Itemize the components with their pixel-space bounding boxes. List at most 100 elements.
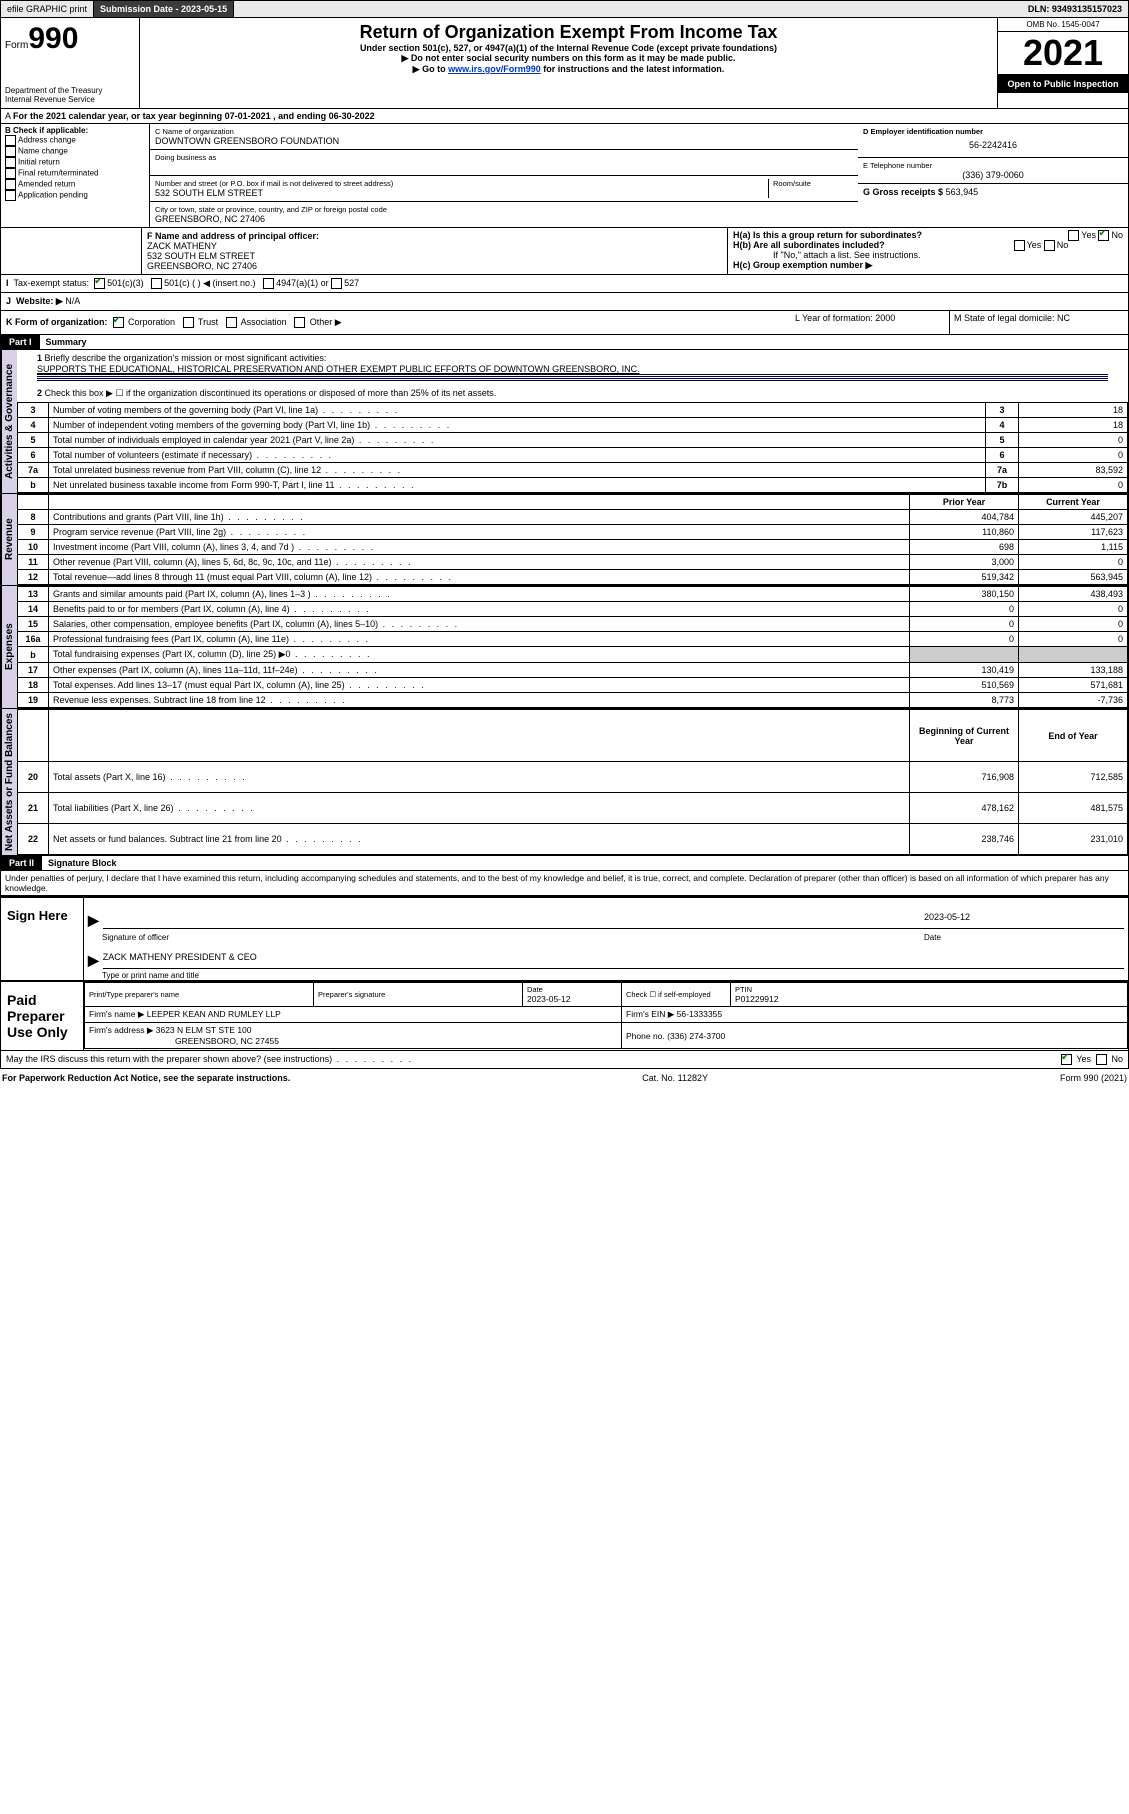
form-title: Return of Organization Exempt From Incom… bbox=[144, 22, 993, 43]
preparer-table: Print/Type preparer's name Preparer's si… bbox=[84, 982, 1128, 1049]
sig-officer-label: Signature of officer bbox=[102, 933, 924, 942]
sign-block: Sign Here ▶ 2023-05-12 Signature of offi… bbox=[0, 896, 1129, 981]
phone-label: E Telephone number bbox=[863, 161, 1123, 170]
may-irs-row: May the IRS discuss this return with the… bbox=[0, 1051, 1129, 1069]
section-f: F Name and address of principal officer:… bbox=[142, 228, 728, 274]
date-label: Date bbox=[924, 933, 1124, 942]
efile-label: efile GRAPHIC print bbox=[1, 1, 94, 17]
netassets-block: Net Assets or Fund Balances Beginning of… bbox=[0, 709, 1129, 856]
f-label: F Name and address of principal officer: bbox=[147, 231, 722, 241]
officer-sig-name: ZACK MATHENY PRESIDENT & CEO bbox=[103, 952, 1124, 969]
gross-label: G Gross receipts $ bbox=[863, 187, 943, 197]
sign-date: 2023-05-12 bbox=[918, 912, 1124, 929]
type-name-label: Type or print name and title bbox=[84, 971, 1128, 980]
ein-label: D Employer identification number bbox=[863, 127, 1123, 136]
room-label: Room/suite bbox=[768, 179, 853, 198]
revenue-table: Prior YearCurrent Year8Contributions and… bbox=[17, 494, 1128, 585]
firm-addr1: 3623 N ELM ST STE 100 bbox=[156, 1025, 252, 1035]
section-klm: K Form of organization: Corporation Trus… bbox=[0, 311, 1129, 335]
may-irs-yes[interactable] bbox=[1061, 1054, 1072, 1065]
activities-table: 3Number of voting members of the governi… bbox=[17, 402, 1128, 493]
section-deg: D Employer identification number 56-2242… bbox=[858, 124, 1128, 227]
city-label: City or town, state or province, country… bbox=[155, 205, 853, 214]
section-fh: F Name and address of principal officer:… bbox=[0, 228, 1129, 275]
part1-header: Part I Summary bbox=[0, 335, 1129, 350]
tax-year: 2021 bbox=[998, 32, 1128, 75]
section-bcdeg: B Check if applicable: Address change Na… bbox=[0, 124, 1129, 228]
gross-value: 563,945 bbox=[946, 187, 979, 197]
dba-label: Doing business as bbox=[155, 153, 853, 162]
firm-name: LEEPER KEAN AND RUMLEY LLP bbox=[147, 1009, 281, 1019]
check-final-return[interactable]: Final return/terminated bbox=[18, 169, 98, 178]
activities-block: Activities & Governance 1 Briefly descri… bbox=[0, 350, 1129, 494]
netassets-table: Beginning of Current YearEnd of Year20To… bbox=[17, 709, 1128, 855]
paid-preparer-label: Paid Preparer Use Only bbox=[1, 982, 84, 1050]
side-netassets: Net Assets or Fund Balances bbox=[1, 709, 17, 855]
check-initial-return[interactable]: Initial return bbox=[18, 158, 60, 167]
street-label: Number and street (or P.O. box if mail i… bbox=[155, 179, 768, 188]
side-activities: Activities & Governance bbox=[1, 350, 17, 493]
org-city: GREENSBORO, NC 27406 bbox=[155, 214, 853, 224]
paid-preparer-block: Paid Preparer Use Only Print/Type prepar… bbox=[0, 981, 1129, 1051]
dln-label: DLN: 93493135157023 bbox=[1022, 1, 1128, 17]
form-subtitle: Under section 501(c), 527, or 4947(a)(1)… bbox=[144, 43, 993, 53]
irs-link[interactable]: www.irs.gov/Form990 bbox=[448, 64, 541, 74]
h-note: If "No," attach a list. See instructions… bbox=[733, 250, 1123, 260]
section-j: J Website: ▶ N/A bbox=[0, 293, 1129, 311]
phone-value: (336) 379-0060 bbox=[863, 170, 1123, 180]
footer-left: For Paperwork Reduction Act Notice, see … bbox=[2, 1073, 290, 1083]
submission-date-button[interactable]: Submission Date - 2023-05-15 bbox=[94, 1, 234, 17]
arrow-icon: ▶ bbox=[88, 952, 99, 969]
b-title: B Check if applicable: bbox=[5, 126, 145, 135]
side-expenses: Expenses bbox=[1, 586, 17, 708]
ptin-value: P01229912 bbox=[735, 994, 1123, 1004]
org-name: DOWNTOWN GREENSBORO FOUNDATION bbox=[155, 136, 853, 146]
officer-name: ZACK MATHENY bbox=[147, 241, 722, 251]
firm-ein: 56-1333355 bbox=[677, 1009, 722, 1019]
section-b: B Check if applicable: Address change Na… bbox=[1, 124, 150, 227]
form-number: Form990 bbox=[5, 22, 135, 56]
ha-no-check[interactable] bbox=[1098, 230, 1109, 241]
section-a: A For the 2021 calendar year, or tax yea… bbox=[1, 109, 379, 123]
goto-line: ▶ Go to www.irs.gov/Form990 for instruct… bbox=[144, 64, 993, 75]
firm-addr2: GREENSBORO, NC 27455 bbox=[89, 1036, 279, 1046]
officer-addr1: 532 SOUTH ELM STREET bbox=[147, 251, 722, 261]
check-address-change[interactable]: Address change bbox=[18, 136, 76, 145]
officer-addr2: GREENSBORO, NC 27406 bbox=[147, 261, 722, 271]
footer-mid: Cat. No. 11282Y bbox=[642, 1073, 708, 1083]
firm-phone: (336) 274-3700 bbox=[667, 1031, 725, 1041]
open-public-badge: Open to Public Inspection bbox=[998, 75, 1128, 93]
expenses-block: Expenses 13Grants and similar amounts pa… bbox=[0, 586, 1129, 709]
ssn-warning: ▶ Do not enter social security numbers o… bbox=[144, 53, 993, 64]
check-amended[interactable]: Amended return bbox=[18, 180, 75, 189]
mission-text: SUPPORTS THE EDUCATIONAL, HISTORICAL PRE… bbox=[37, 364, 1108, 375]
arrow-icon: ▶ bbox=[88, 912, 99, 929]
side-revenue: Revenue bbox=[1, 494, 17, 585]
check-name-change[interactable]: Name change bbox=[18, 147, 68, 156]
ha-label: H(a) Is this a group return for subordin… bbox=[733, 230, 922, 240]
irs-label: Internal Revenue Service bbox=[5, 95, 135, 104]
c-name-label: C Name of organization bbox=[155, 127, 853, 136]
top-bar: efile GRAPHIC print Submission Date - 20… bbox=[0, 0, 1129, 18]
line2-text: Check this box ▶ ☐ if the organization d… bbox=[45, 388, 497, 398]
check-corporation[interactable] bbox=[113, 317, 124, 328]
form-header: Form990 Department of the Treasury Inter… bbox=[0, 18, 1129, 109]
section-c: C Name of organization DOWNTOWN GREENSBO… bbox=[150, 124, 858, 227]
declaration-text: Under penalties of perjury, I declare th… bbox=[0, 871, 1129, 896]
omb-number: OMB No. 1545-0047 bbox=[998, 18, 1128, 32]
hc-label: H(c) Group exemption number ▶ bbox=[733, 260, 1123, 271]
part2-header: Part II Signature Block bbox=[0, 856, 1129, 871]
check-application-pending[interactable]: Application pending bbox=[18, 191, 88, 200]
expenses-table: 13Grants and similar amounts paid (Part … bbox=[17, 586, 1128, 708]
check-501c3[interactable] bbox=[94, 278, 105, 289]
revenue-block: Revenue Prior YearCurrent Year8Contribut… bbox=[0, 494, 1129, 586]
sign-here-label: Sign Here bbox=[1, 898, 84, 980]
page-footer: For Paperwork Reduction Act Notice, see … bbox=[0, 1069, 1129, 1087]
org-street: 532 SOUTH ELM STREET bbox=[155, 188, 768, 198]
section-h: H(a) Is this a group return for subordin… bbox=[728, 228, 1128, 274]
footer-right: Form 990 (2021) bbox=[1060, 1073, 1127, 1083]
section-i: I Tax-exempt status: 501(c)(3) 501(c) ( … bbox=[0, 275, 1129, 293]
ein-value: 56-2242416 bbox=[863, 136, 1123, 154]
state-domicile: M State of legal domicile: NC bbox=[950, 311, 1128, 334]
hb-label: H(b) Are all subordinates included? bbox=[733, 240, 885, 250]
